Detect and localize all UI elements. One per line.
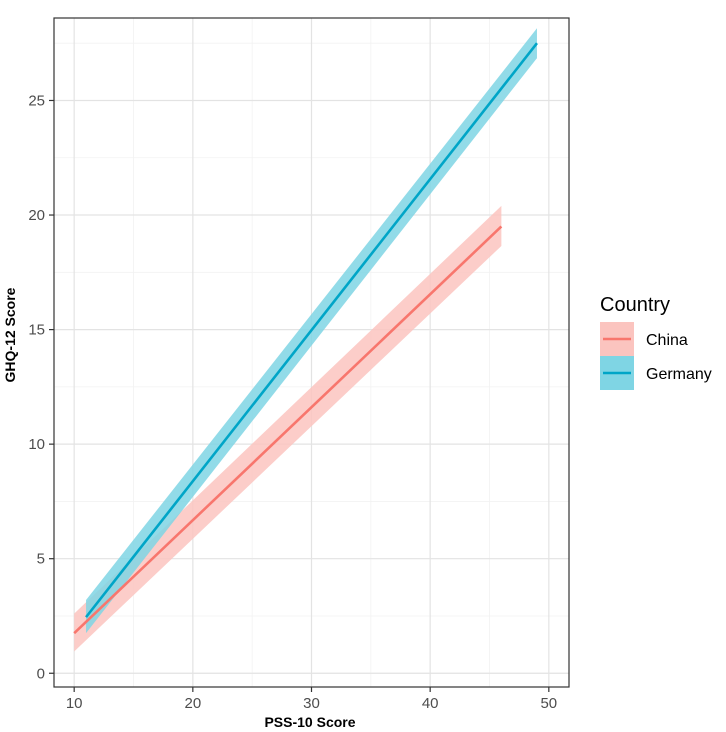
legend: Country China Germany: [600, 294, 712, 390]
grid: [54, 18, 569, 687]
legend-entries: China Germany: [600, 322, 712, 390]
regression-lines: [73, 42, 538, 635]
legend-title: Country: [600, 294, 670, 316]
x-tick-label: 20: [184, 695, 201, 712]
plot-area: [53, 17, 570, 688]
y-tick-label: 25: [28, 92, 45, 109]
x-tick-label: 30: [303, 695, 320, 712]
series-line-germany: [85, 42, 538, 618]
legend-label-germany: Germany: [646, 366, 712, 383]
y-axis: 0 5 10 15 20 25: [28, 92, 54, 682]
legend-label-china: China: [646, 332, 688, 349]
x-axis-title: PSS-10 Score: [264, 714, 355, 730]
y-tick-label: 15: [28, 322, 45, 339]
series-line-china: [73, 225, 503, 635]
y-tick-label: 5: [37, 551, 45, 568]
x-tick-label: 40: [422, 695, 439, 712]
y-tick-label: 10: [28, 436, 45, 453]
y-axis-title: GHQ-12 Score: [2, 287, 18, 382]
y-tick-label: 20: [28, 207, 45, 224]
x-axis: 10 20 30 40 50: [66, 687, 557, 712]
x-tick-label: 10: [66, 695, 83, 712]
y-tick-label: 0: [37, 665, 45, 682]
x-tick-label: 50: [540, 695, 557, 712]
